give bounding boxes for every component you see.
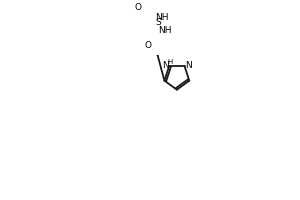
Text: NH: NH — [158, 26, 172, 35]
Text: O: O — [134, 3, 141, 12]
Text: N: N — [185, 61, 191, 70]
Text: O: O — [145, 41, 152, 50]
Text: NH: NH — [155, 13, 168, 22]
Text: H: H — [167, 59, 172, 65]
Text: N: N — [162, 61, 169, 70]
Text: S: S — [156, 18, 161, 27]
